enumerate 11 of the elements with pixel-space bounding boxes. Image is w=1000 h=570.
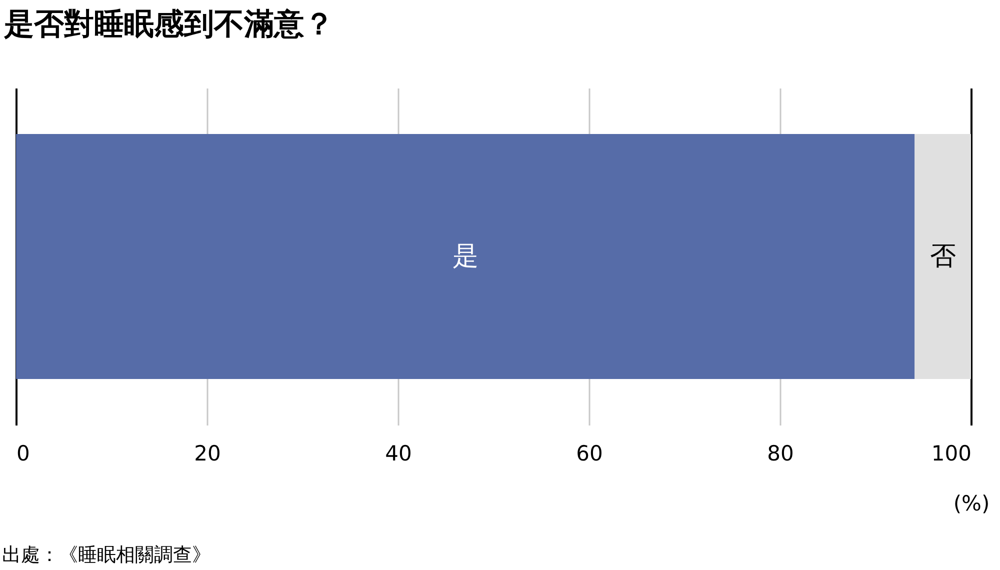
x-tick-label: 60 bbox=[576, 442, 603, 466]
text: 出處：《睡眠相關調查》 bbox=[2, 544, 211, 566]
x-tick-label: 0 bbox=[16, 442, 30, 466]
x-tick-label: 40 bbox=[385, 442, 412, 466]
series-label: 否 bbox=[930, 242, 956, 272]
series-label: 是 bbox=[452, 242, 478, 272]
chart-title: 是否對睡眠感到不滿意？ bbox=[3, 7, 334, 42]
x-tick-label: 80 bbox=[767, 442, 794, 466]
x-tick-label: 20 bbox=[194, 442, 221, 466]
x-tick-label: 100 bbox=[931, 442, 972, 466]
x-axis-title: (%) bbox=[953, 492, 990, 516]
